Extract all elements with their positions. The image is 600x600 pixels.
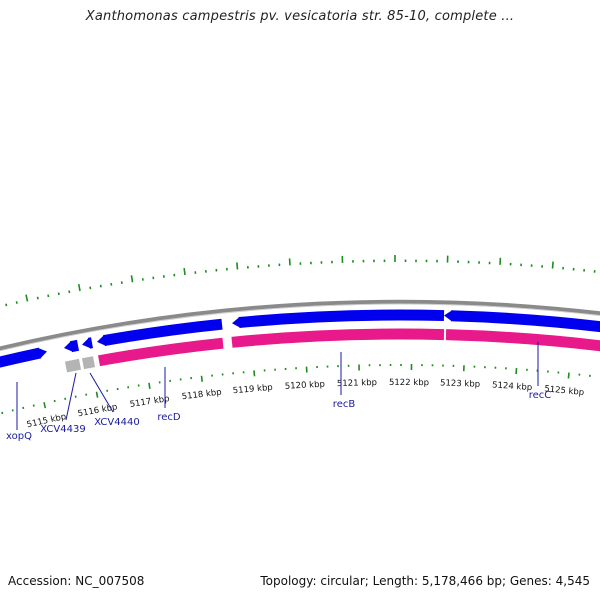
- gene-block-reverse-2[interactable]: [231, 328, 445, 348]
- gene-label-recD[interactable]: recD: [157, 412, 181, 423]
- gene-features[interactable]: [0, 309, 600, 373]
- gene-label-xopQ[interactable]: xopQ: [6, 431, 32, 442]
- gene-label-XCV4439[interactable]: XCV4439: [40, 424, 85, 435]
- gene-labels[interactable]: xopQ XCV4439 XCV4440 recD recB recC: [6, 342, 551, 442]
- inner-tick-major: [43, 402, 47, 409]
- gene-block-pseudo-1[interactable]: [64, 358, 82, 373]
- genome-summary-text: Topology: circular; Length: 5,178,466 bp…: [260, 574, 590, 588]
- gene-block-recC[interactable]: [450, 310, 600, 333]
- gene-label-recC[interactable]: recC: [529, 390, 552, 401]
- ruler-label: 5123 kbp: [440, 378, 480, 389]
- gc-content-track: [1, 255, 596, 415]
- gene-block-XCV4440-head[interactable]: [82, 337, 91, 349]
- genome-title: Xanthomonas campestris pv. vesicatoria s…: [85, 9, 515, 24]
- chromosome-backbone: [0, 299, 600, 352]
- gene-block-XCV4439-head[interactable]: [64, 341, 74, 352]
- gc-tick-major: [130, 275, 134, 283]
- gc-tick-major: [25, 294, 29, 302]
- gene-block-xopQ[interactable]: [0, 347, 42, 368]
- accession-text: Accession: NC_007508: [8, 574, 145, 588]
- leader-line-XCV4440: [89, 372, 114, 413]
- inner-tick-major: [148, 382, 151, 389]
- gene-block-recC-head[interactable]: [444, 310, 453, 322]
- ruler-label: 5118 kbp: [181, 388, 222, 403]
- gene-block-reverse-3[interactable]: [445, 329, 600, 352]
- gene-block-reverse-1[interactable]: [98, 337, 224, 367]
- gene-label-recB[interactable]: recB: [333, 399, 356, 410]
- gc-tick-minor: [5, 303, 8, 307]
- inner-tick-major: [253, 370, 256, 377]
- gc-tick-major: [183, 268, 186, 276]
- ruler-label: 5120 kbp: [285, 380, 326, 392]
- ruler-label: 5117 kbp: [129, 394, 170, 410]
- leader-line-XCV4439: [65, 372, 77, 421]
- ruler-label: 5119 kbp: [232, 383, 273, 397]
- gc-tick-major: [236, 262, 239, 270]
- ruler-label: 5124 kbp: [492, 380, 533, 393]
- inner-tick-major: [200, 375, 204, 382]
- ruler-label: 5121 kbp: [337, 378, 377, 389]
- gene-block-XCV4439[interactable]: [69, 339, 80, 353]
- inner-tick-major: [567, 372, 570, 379]
- gene-block-recB-head[interactable]: [232, 316, 241, 328]
- gene-block-recD-head[interactable]: [97, 334, 106, 346]
- gc-tick-minor: [36, 296, 39, 300]
- backbone-arc: [0, 299, 600, 352]
- gene-block-xopQ-head[interactable]: [37, 347, 47, 359]
- gc-tick-major: [551, 261, 554, 269]
- gc-tick-minor: [15, 301, 18, 304]
- inner-tick-major: [95, 391, 99, 398]
- gc-tick-major: [77, 284, 81, 292]
- ruler-label: 5122 kbp: [389, 378, 429, 388]
- backbone-highlight: [0, 303, 600, 352]
- gene-block-recB[interactable]: [238, 309, 445, 329]
- gene-label-XCV4440[interactable]: XCV4440: [94, 417, 139, 428]
- gene-block-pseudo-2[interactable]: [81, 356, 95, 370]
- ruler-label: 5125 kbp: [544, 384, 585, 398]
